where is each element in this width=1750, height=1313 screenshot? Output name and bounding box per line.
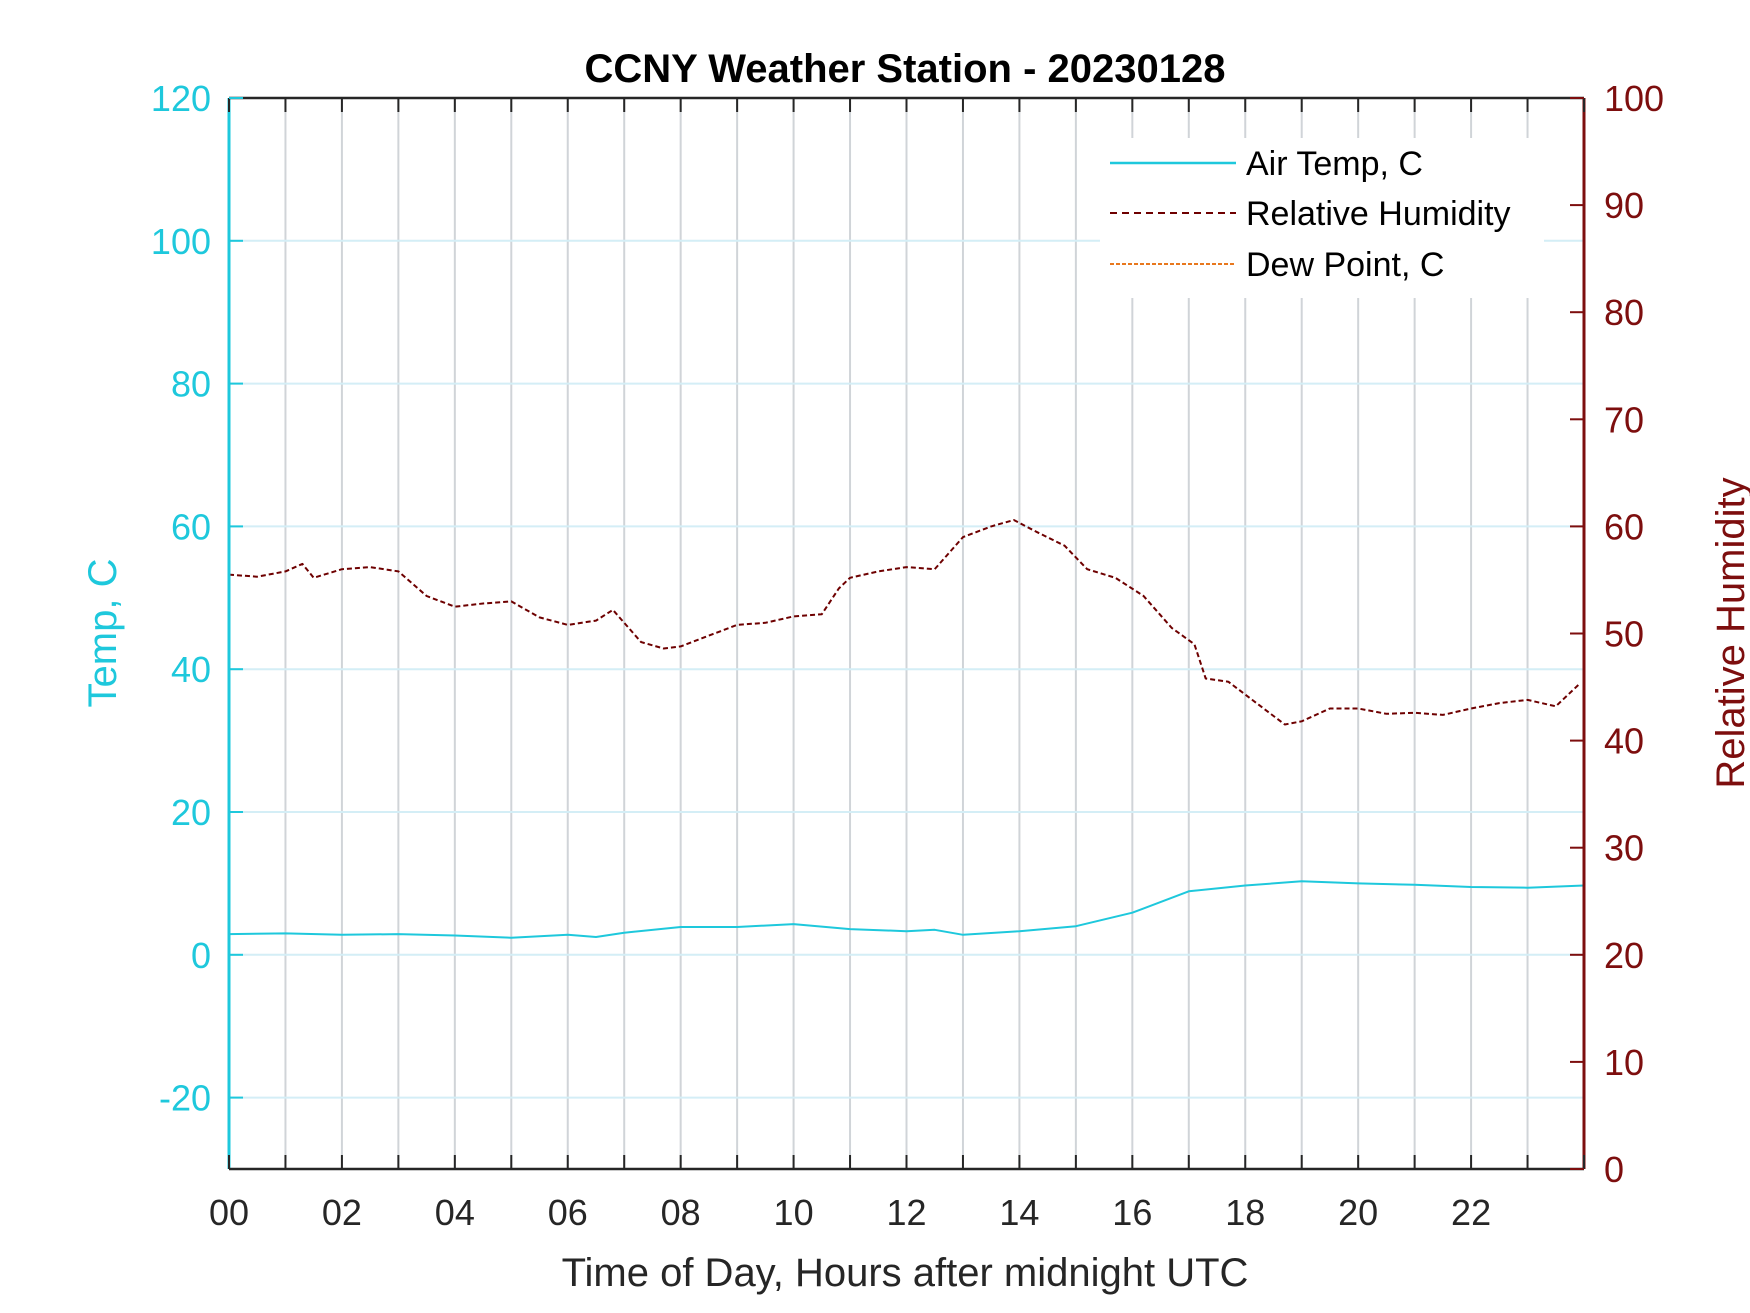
y-right-tick-label: 100: [1604, 78, 1664, 119]
y-left-tick-label: 100: [151, 221, 211, 262]
legend: Air Temp, C Relative Humidity Dew Point,…: [1100, 138, 1544, 298]
x-tick-label: 06: [548, 1192, 588, 1233]
y-right-tick-label: 10: [1604, 1042, 1644, 1083]
y-right-tick-label: 0: [1604, 1149, 1624, 1190]
y-axis-label-left: Temp, C: [81, 559, 125, 708]
y-right-tick-label: 30: [1604, 828, 1644, 869]
y-right-tick-label: 60: [1604, 506, 1644, 547]
legend-label-relative-humidity: Relative Humidity: [1246, 195, 1511, 233]
legend-box: [1100, 138, 1544, 298]
y-left-tick-label: 80: [171, 364, 211, 405]
y-right-tick-label: 90: [1604, 185, 1644, 226]
y-right-tick-label: 40: [1604, 721, 1644, 762]
chart-title: CCNY Weather Station - 20230128: [585, 47, 1226, 91]
x-tick-label: 02: [322, 1192, 362, 1233]
y-axis-label-right: Relative Humidity: [1709, 477, 1750, 788]
y-left-tick-label: 120: [151, 78, 211, 119]
tick-labels: 00 02 04 06 08 10 12 14 16 18 20 22-200204060801001…: [151, 78, 1664, 1233]
x-tick-label: 18: [1225, 1192, 1265, 1233]
legend-label-air-temp: Air Temp, C: [1246, 145, 1423, 183]
x-tick-label: 08: [661, 1192, 701, 1233]
y-right-tick-label: 70: [1604, 399, 1644, 440]
x-tick-label: 20: [1338, 1192, 1378, 1233]
x-axis-label: Time of Day, Hours after midnight UTC: [562, 1251, 1249, 1295]
x-tick-label: 12: [886, 1192, 926, 1233]
plot-series: [228, 519, 1585, 939]
x-tick-label: 16: [1112, 1192, 1152, 1233]
y-left-tick-label: 40: [171, 649, 211, 690]
y-left-tick-label: -20: [159, 1078, 211, 1119]
y-left-tick-label: 0: [191, 935, 211, 976]
x-tick-label: 22: [1451, 1192, 1491, 1233]
series-line-1: [228, 519, 1580, 726]
y-right-tick-label: 20: [1604, 935, 1644, 976]
x-tick-label: 04: [435, 1192, 475, 1233]
series-line-0: [228, 880, 1585, 939]
legend-label-dew-point: Dew Point, C: [1246, 246, 1444, 284]
y-right-tick-label: 80: [1604, 292, 1644, 333]
x-tick-label: 14: [999, 1192, 1039, 1233]
x-tick-label: 00: [209, 1192, 249, 1233]
y-left-tick-label: 60: [171, 506, 211, 547]
y-left-tick-label: 20: [171, 792, 211, 833]
y-right-tick-label: 50: [1604, 614, 1644, 655]
axes: [227, 96, 1586, 1171]
x-tick-label: 10: [774, 1192, 814, 1233]
